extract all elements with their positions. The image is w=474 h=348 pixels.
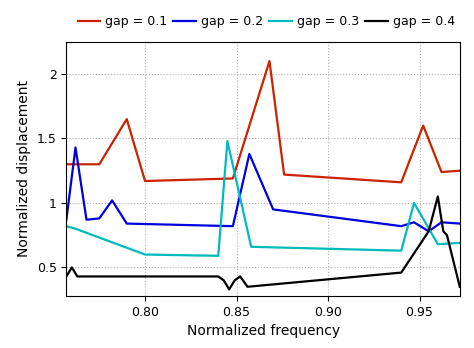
Y-axis label: Normalized displacement: Normalized displacement bbox=[17, 80, 31, 257]
gap = 0.1 bbox=[64, 162, 69, 166]
gap = 0.3 bbox=[215, 254, 221, 258]
gap = 0.4 bbox=[152, 274, 158, 278]
gap = 0.2 bbox=[79, 187, 85, 191]
gap = 0.4 bbox=[457, 285, 463, 289]
gap = 0.2 bbox=[457, 221, 463, 226]
gap = 0.3 bbox=[368, 248, 374, 252]
Line: gap = 0.2: gap = 0.2 bbox=[66, 148, 460, 231]
gap = 0.4 bbox=[64, 274, 69, 278]
gap = 0.4 bbox=[435, 195, 441, 199]
gap = 0.3 bbox=[225, 139, 230, 143]
gap = 0.3 bbox=[302, 246, 308, 250]
gap = 0.2 bbox=[98, 214, 104, 218]
gap = 0.3 bbox=[64, 224, 69, 228]
gap = 0.1 bbox=[438, 170, 444, 174]
Line: gap = 0.3: gap = 0.3 bbox=[66, 141, 460, 256]
gap = 0.1 bbox=[457, 169, 463, 173]
gap = 0.2 bbox=[301, 211, 307, 215]
gap = 0.1 bbox=[412, 144, 418, 148]
gap = 0.3 bbox=[282, 246, 287, 250]
gap = 0.2 bbox=[74, 156, 80, 160]
gap = 0.1 bbox=[158, 179, 164, 183]
gap = 0.2 bbox=[64, 218, 69, 222]
gap = 0.1 bbox=[280, 160, 285, 164]
gap = 0.1 bbox=[327, 175, 332, 180]
Line: gap = 0.1: gap = 0.1 bbox=[66, 61, 460, 182]
X-axis label: Normalized frequency: Normalized frequency bbox=[186, 324, 340, 338]
gap = 0.2 bbox=[154, 222, 160, 227]
gap = 0.4 bbox=[228, 285, 233, 289]
gap = 0.2 bbox=[367, 220, 373, 224]
gap = 0.4 bbox=[211, 274, 217, 278]
gap = 0.2 bbox=[426, 229, 431, 234]
gap = 0.2 bbox=[73, 145, 78, 150]
gap = 0.3 bbox=[237, 197, 243, 201]
gap = 0.1 bbox=[398, 180, 404, 184]
Line: gap = 0.4: gap = 0.4 bbox=[66, 197, 460, 289]
gap = 0.3 bbox=[428, 231, 434, 235]
Legend: gap = 0.1, gap = 0.2, gap = 0.3, gap = 0.4: gap = 0.1, gap = 0.2, gap = 0.3, gap = 0… bbox=[73, 10, 460, 33]
gap = 0.1 bbox=[267, 59, 273, 63]
gap = 0.3 bbox=[118, 243, 123, 247]
gap = 0.4 bbox=[111, 274, 117, 278]
gap = 0.4 bbox=[356, 275, 362, 279]
gap = 0.4 bbox=[435, 195, 441, 199]
gap = 0.1 bbox=[77, 162, 83, 166]
gap = 0.4 bbox=[227, 287, 232, 291]
gap = 0.3 bbox=[457, 241, 463, 245]
